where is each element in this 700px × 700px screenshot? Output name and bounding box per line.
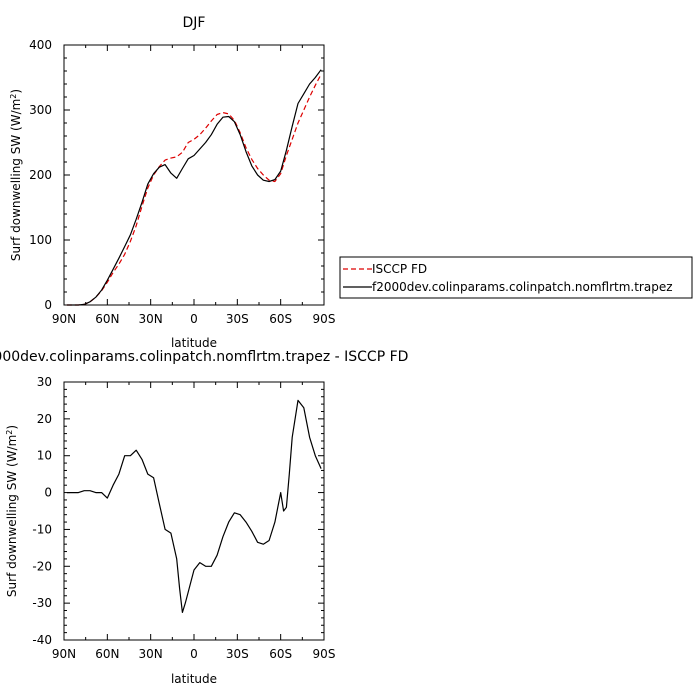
bottom-y-tick-label: 10 [37,449,52,463]
bottom-x-tick-label: 30S [226,647,249,661]
top-series-line-0 [66,74,322,306]
bottom-x-tick-label: 90N [52,647,76,661]
top-x-tick-label: 90N [52,312,76,326]
bottom-chart: f2000dev.colinparams.colinpatch.nomflrtm… [0,349,408,686]
top-series-lines [66,69,322,306]
top-x-tick-label: 30S [226,312,249,326]
top-x-tick-label: 60S [269,312,292,326]
top-y-tick-label: 200 [29,168,52,182]
bottom-y-tick-label: 30 [37,375,52,389]
top-y-ticks: 0 100 200 300 400 [29,38,324,312]
top-x-tick-label: 0 [190,312,198,326]
legend-label-isccp: ISCCP FD [372,262,427,276]
bottom-y-tick-label: -40 [32,633,52,647]
bottom-series-line-0 [66,399,322,614]
top-chart-title: DJF [183,15,206,31]
bottom-chart-title: f2000dev.colinparams.colinpatch.nomflrtm… [0,349,408,365]
top-y-tick-label: 0 [44,298,52,312]
top-y-axis-label: Surf downwelling SW (W/m2) [9,89,24,261]
bottom-x-tick-label: 60S [269,647,292,661]
bottom-x-ticks: 90N 60N 30N 0 30S 60S 90S [52,382,336,661]
top-x-tick-label: 30N [139,312,163,326]
legend-box [339,256,693,299]
top-chart: DJF 90N 60N 30N 0 30S 60S 90S 0 100 200 300 400 la… [9,15,336,350]
top-y-tick-label: 300 [29,103,52,117]
bottom-series-lines [66,399,322,614]
bottom-x-tick-label: 60N [95,647,119,661]
bottom-x-tick-label: 30N [139,647,163,661]
top-x-axis-label: latitude [171,336,217,350]
bottom-y-ticks: -40 -30 -20 -10 0 10 20 30 [32,375,324,647]
bottom-y-tick-label: 0 [44,486,52,500]
legend: ISCCP FD f2000dev.colinparams.colinpatch… [339,256,693,299]
bottom-x-axis-label: latitude [171,672,217,686]
bottom-y-axis-label: Surf downwelling SW (W/m2) [5,425,20,597]
top-plot-frame [63,44,325,306]
bottom-y-tick-label: -20 [32,559,52,573]
bottom-y-tick-label: -30 [32,596,52,610]
bottom-x-tick-label: 0 [190,647,198,661]
legend-label-model: f2000dev.colinparams.colinpatch.nomflrtm… [372,280,673,294]
bottom-y-tick-label: -10 [32,522,52,536]
top-x-tick-label: 60N [95,312,119,326]
bottom-y-tick-label: 20 [37,412,52,426]
top-x-tick-label: 90S [313,312,336,326]
bottom-x-tick-label: 90S [313,647,336,661]
top-x-ticks: 90N 60N 30N 0 30S 60S 90S [52,45,336,326]
top-y-tick-label: 400 [29,38,52,52]
top-series-line-1 [66,69,322,306]
bottom-plot-frame [63,381,325,641]
top-y-tick-label: 100 [29,233,52,247]
